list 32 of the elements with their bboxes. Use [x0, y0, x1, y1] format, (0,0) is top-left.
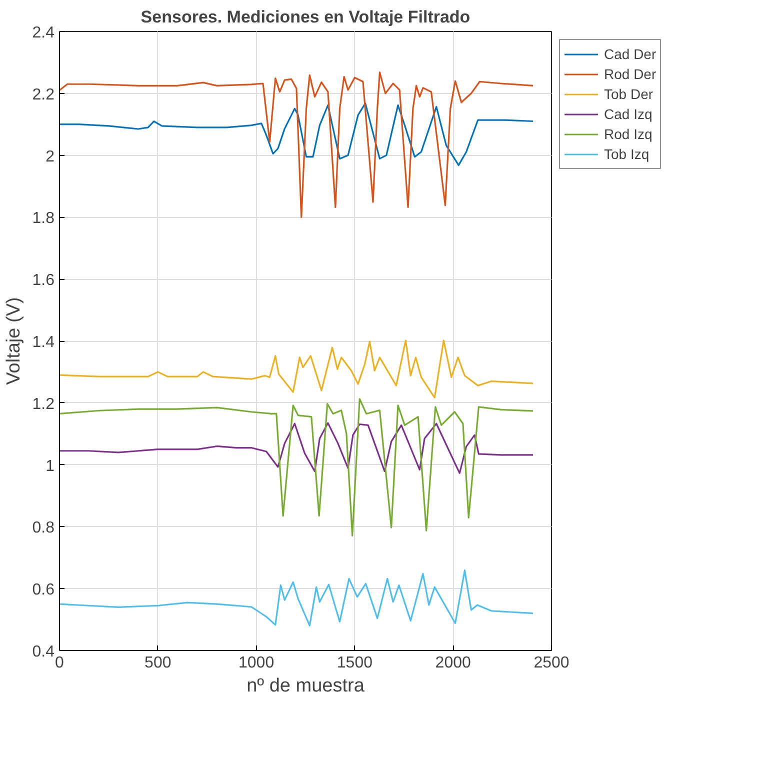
legend-label: Tob Der — [604, 86, 654, 102]
y-axis-title: Voltaje (V) — [3, 297, 24, 385]
y-tick-label: 1 — [46, 458, 55, 475]
x-axis-title: nº de muestra — [246, 676, 365, 696]
y-tick-label: 1.4 — [32, 334, 55, 351]
chart-title: Sensores. Mediciones en Voltaje Filtrado — [140, 8, 470, 26]
y-tick-label: 1.6 — [32, 272, 55, 290]
legend-label: Tob Izq — [604, 146, 650, 162]
y-tick-label: 1.2 — [32, 396, 55, 413]
line-series — [60, 398, 534, 536]
x-tick-label: 1000 — [238, 654, 274, 672]
y-tick-label: 0.4 — [32, 644, 55, 660]
x-tick-label: 2000 — [435, 654, 471, 672]
y-tick-label: 2.2 — [32, 86, 55, 104]
x-tick-label: 500 — [144, 654, 172, 672]
line-series — [60, 72, 534, 218]
y-tick-label: 2.4 — [32, 24, 55, 42]
legend-label: Rod Der — [604, 66, 656, 82]
line-series — [60, 340, 534, 398]
line-series — [60, 102, 534, 166]
line-series — [60, 570, 534, 627]
legend-label: Cad Izq — [604, 106, 652, 122]
line-series — [60, 422, 534, 474]
y-tick-label: 0.8 — [32, 520, 55, 537]
x-tick-label: 2500 — [534, 654, 570, 672]
y-tick-label: 0.6 — [32, 582, 55, 599]
x-tick-label: 1500 — [336, 654, 373, 672]
y-tick-label: 1.8 — [32, 210, 55, 228]
legend-label: Cad Der — [604, 46, 656, 62]
x-tick-label: 0 — [55, 654, 64, 672]
legend-label: Rod Izq — [604, 126, 652, 142]
y-tick-label: 2 — [46, 148, 55, 166]
